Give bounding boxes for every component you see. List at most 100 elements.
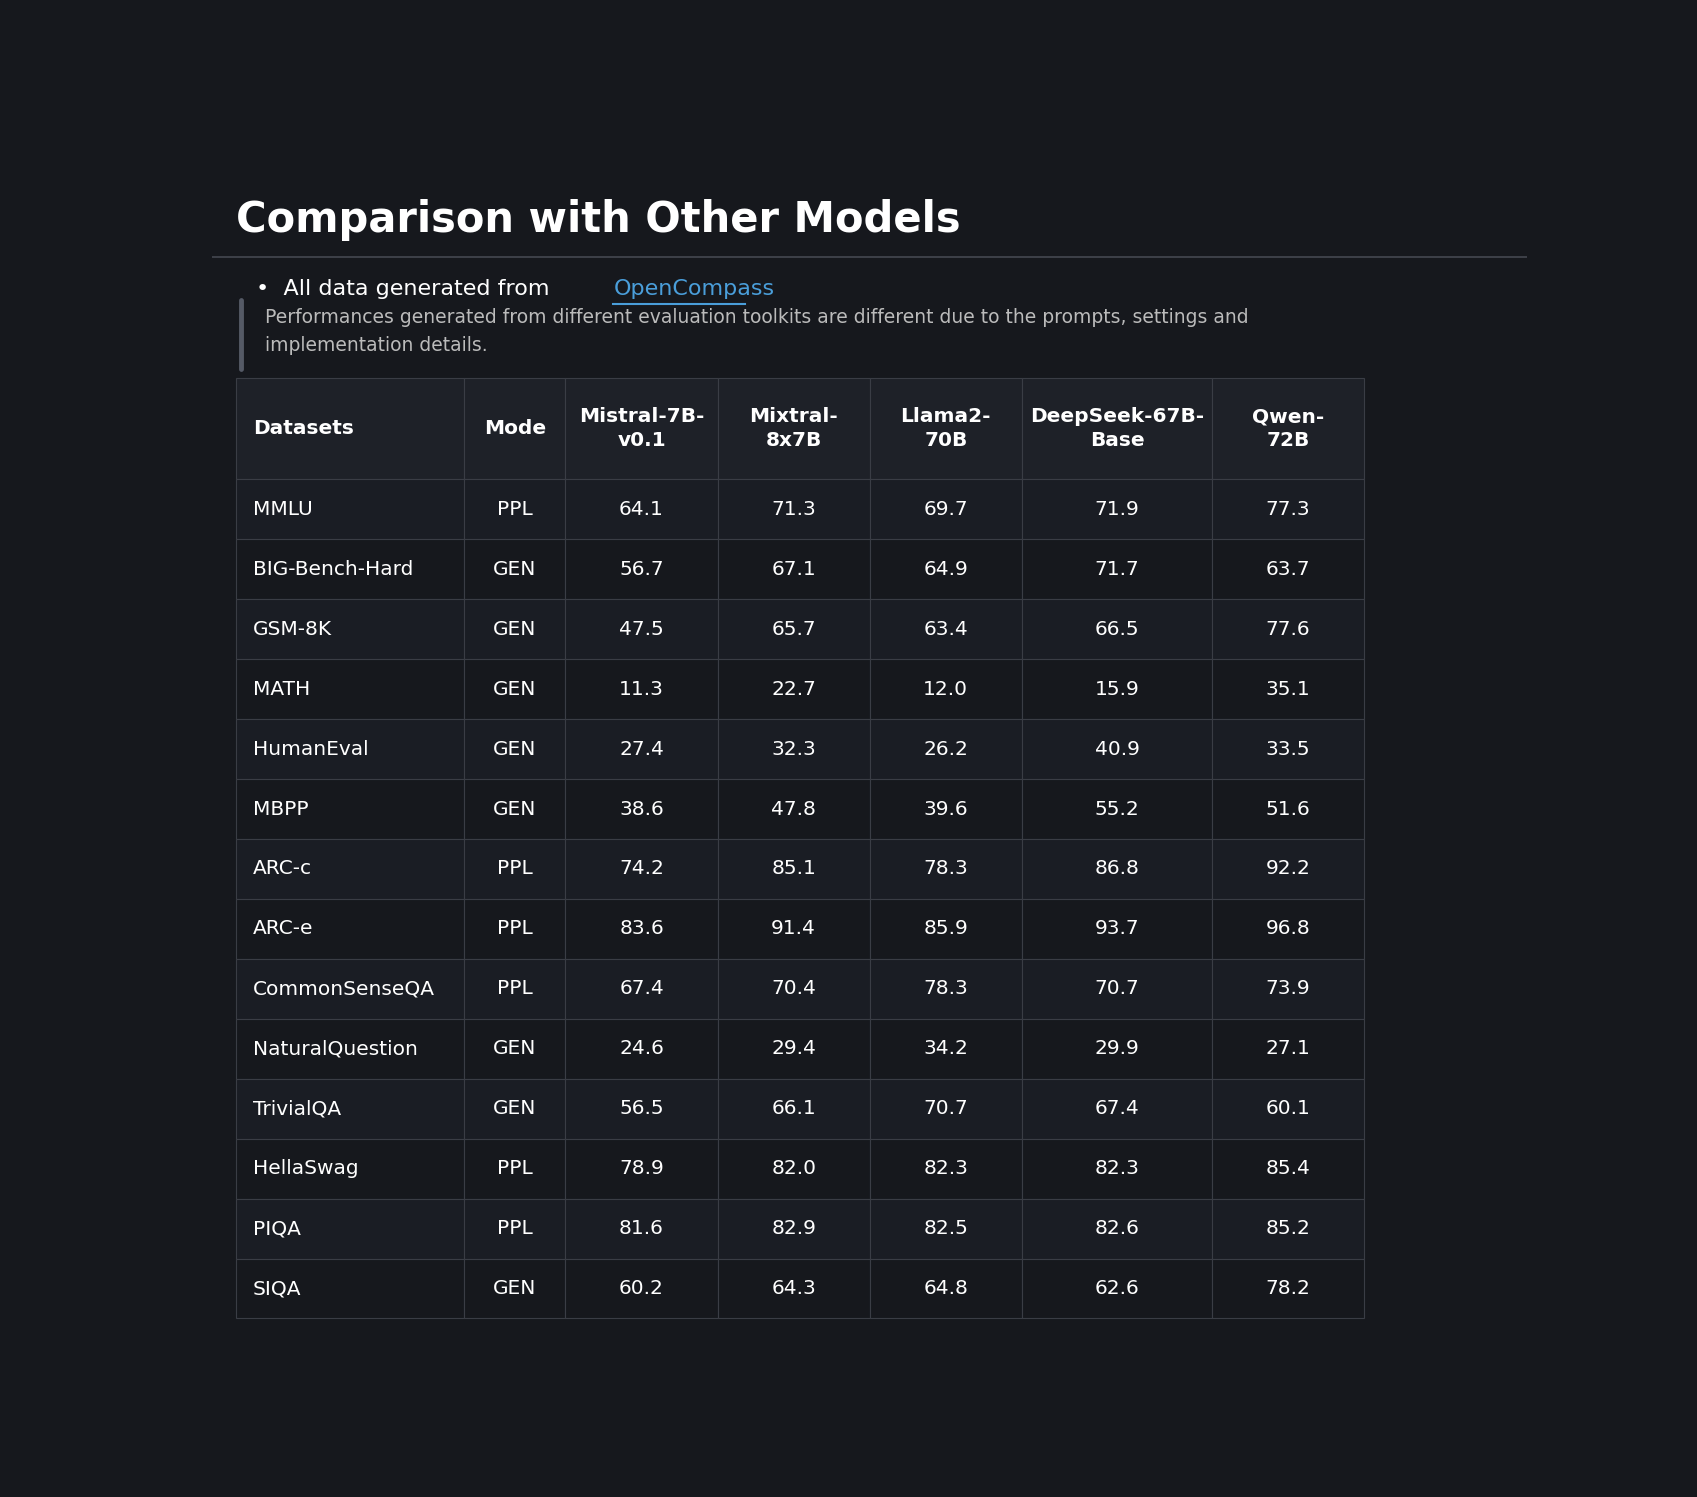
Bar	[1022, 1199, 1212, 1259]
Bar	[236, 960, 463, 1019]
Text: GEN: GEN	[494, 1278, 536, 1298]
Text: 77.6: 77.6	[1266, 620, 1310, 639]
Bar	[869, 778, 1022, 838]
Text: 66.5: 66.5	[1095, 620, 1139, 639]
Bar	[565, 599, 718, 659]
Bar	[1022, 778, 1212, 838]
Bar	[1212, 599, 1364, 659]
Bar	[236, 838, 463, 898]
Bar	[718, 898, 869, 960]
Bar	[869, 1139, 1022, 1199]
Text: 74.2: 74.2	[619, 859, 664, 879]
Text: 60.1: 60.1	[1266, 1099, 1310, 1118]
Bar	[236, 778, 463, 838]
Bar	[869, 539, 1022, 599]
Text: 81.6: 81.6	[619, 1219, 664, 1238]
Text: GEN: GEN	[494, 1099, 536, 1118]
Text: 62.6: 62.6	[1095, 1278, 1139, 1298]
Text: Performances generated from different evaluation toolkits are different due to t: Performances generated from different ev…	[265, 308, 1249, 355]
Text: 63.7: 63.7	[1266, 560, 1310, 579]
Bar	[236, 599, 463, 659]
Text: 82.5: 82.5	[923, 1219, 969, 1238]
Bar	[869, 1019, 1022, 1079]
Text: GSM-8K: GSM-8K	[253, 620, 333, 639]
Text: 82.6: 82.6	[1095, 1219, 1139, 1238]
Text: 64.1: 64.1	[619, 500, 664, 519]
Text: 71.3: 71.3	[770, 500, 816, 519]
Text: GEN: GEN	[494, 560, 536, 579]
Bar	[1022, 838, 1212, 898]
Text: Comparison with Other Models: Comparison with Other Models	[236, 199, 961, 241]
Bar	[1022, 1019, 1212, 1079]
Bar	[869, 1079, 1022, 1139]
Bar	[869, 1199, 1022, 1259]
Text: 83.6: 83.6	[619, 919, 664, 939]
Text: GEN: GEN	[494, 740, 536, 759]
Bar	[565, 1199, 718, 1259]
Text: NaturalQuestion: NaturalQuestion	[253, 1039, 417, 1058]
Text: 39.6: 39.6	[923, 799, 967, 819]
Bar	[1212, 659, 1364, 719]
Bar	[236, 377, 463, 479]
Bar	[565, 778, 718, 838]
Text: 67.4: 67.4	[1095, 1099, 1139, 1118]
Text: 60.2: 60.2	[619, 1278, 664, 1298]
Text: 85.1: 85.1	[770, 859, 816, 879]
Bar	[463, 659, 565, 719]
Bar	[1212, 960, 1364, 1019]
Text: TrivialQA: TrivialQA	[253, 1099, 341, 1118]
Text: SIQA: SIQA	[253, 1278, 302, 1298]
Text: 73.9: 73.9	[1266, 979, 1310, 998]
Bar	[463, 377, 565, 479]
Text: 35.1: 35.1	[1266, 680, 1310, 699]
Text: 82.3: 82.3	[923, 1159, 969, 1178]
Text: 22.7: 22.7	[770, 680, 816, 699]
Bar	[1022, 659, 1212, 719]
Text: OpenCompass: OpenCompass	[613, 278, 774, 299]
Text: Llama2-
70B: Llama2- 70B	[901, 407, 991, 451]
Text: 32.3: 32.3	[770, 740, 816, 759]
Text: 70.7: 70.7	[1095, 979, 1139, 998]
Bar	[1022, 719, 1212, 778]
Text: 93.7: 93.7	[1095, 919, 1139, 939]
Bar	[1022, 1259, 1212, 1319]
Text: 91.4: 91.4	[770, 919, 816, 939]
Bar	[236, 719, 463, 778]
Text: 85.9: 85.9	[923, 919, 969, 939]
Text: 47.8: 47.8	[770, 799, 816, 819]
Text: 12.0: 12.0	[923, 680, 969, 699]
Bar	[869, 719, 1022, 778]
Bar	[463, 838, 565, 898]
Text: 77.3: 77.3	[1266, 500, 1310, 519]
Bar	[565, 479, 718, 539]
Text: 34.2: 34.2	[923, 1039, 969, 1058]
Text: HumanEval: HumanEval	[253, 740, 368, 759]
Bar	[1212, 1139, 1364, 1199]
Bar	[1212, 719, 1364, 778]
Text: 24.6: 24.6	[619, 1039, 664, 1058]
Bar	[718, 838, 869, 898]
Bar	[718, 1199, 869, 1259]
Text: 78.2: 78.2	[1266, 1278, 1310, 1298]
Text: BIG-Bench-Hard: BIG-Bench-Hard	[253, 560, 414, 579]
Bar	[463, 778, 565, 838]
Bar	[1212, 1259, 1364, 1319]
Bar	[1022, 599, 1212, 659]
Bar	[463, 1019, 565, 1079]
Text: ARC-c: ARC-c	[253, 859, 312, 879]
Bar	[718, 960, 869, 1019]
Text: 67.1: 67.1	[770, 560, 816, 579]
Text: ARC-e: ARC-e	[253, 919, 314, 939]
Bar	[869, 898, 1022, 960]
Text: 27.4: 27.4	[619, 740, 664, 759]
Bar	[718, 599, 869, 659]
Bar	[869, 838, 1022, 898]
Bar	[565, 659, 718, 719]
Text: 47.5: 47.5	[619, 620, 664, 639]
Text: 67.4: 67.4	[619, 979, 664, 998]
Text: 82.9: 82.9	[770, 1219, 816, 1238]
Text: GEN: GEN	[494, 1039, 536, 1058]
Text: PPL: PPL	[497, 979, 533, 998]
Text: 64.9: 64.9	[923, 560, 969, 579]
Text: 63.4: 63.4	[923, 620, 969, 639]
